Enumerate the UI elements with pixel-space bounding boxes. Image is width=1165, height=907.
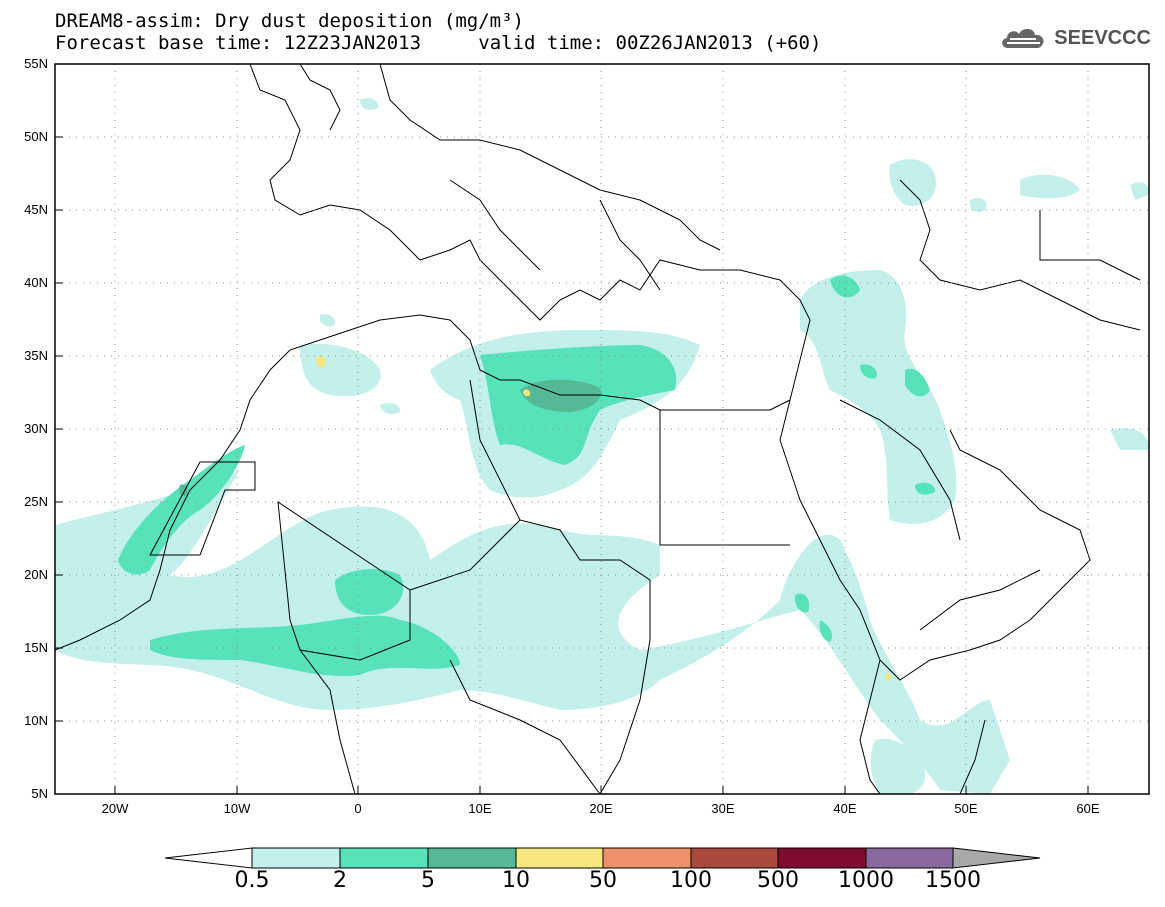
coastlines-borders — [55, 64, 1141, 794]
lon-label: 40E — [833, 801, 857, 816]
axis-ticks — [55, 136, 1089, 794]
map-title: DREAM8-assim: Dry dust deposition (mg/m³… — [55, 10, 821, 54]
colorbar-label: 0.5 — [234, 868, 270, 893]
lat-label: 10N — [24, 713, 48, 728]
lat-label: 55N — [24, 56, 48, 71]
dust-level-10 — [316, 356, 892, 681]
lat-label: 15N — [24, 640, 48, 655]
colorbar-label: 1500 — [925, 868, 981, 893]
forecast-base-time: Forecast base time: 12Z23JAN2013 — [55, 32, 422, 54]
lon-label: 50E — [954, 801, 978, 816]
colorbar-label: 500 — [757, 868, 799, 893]
lon-label: 20E — [589, 801, 613, 816]
lat-label: 20N — [24, 567, 48, 582]
title-line-1: DREAM8-assim: Dry dust deposition (mg/m³… — [55, 10, 524, 32]
logo-text: SEEVCCC — [1054, 26, 1151, 49]
lat-label: 30N — [24, 421, 48, 436]
colorbar-label: 1000 — [838, 868, 894, 893]
lon-label: 0 — [354, 801, 362, 816]
lon-label: 60E — [1076, 801, 1100, 816]
lon-label: 10W — [223, 801, 251, 816]
graticule — [55, 64, 1149, 794]
colorbar-label: 10 — [502, 868, 530, 893]
lat-label: 50N — [24, 129, 48, 144]
cloud-icon — [1002, 28, 1044, 48]
colorbar-label: 2 — [333, 868, 347, 893]
lat-label: 5N — [31, 786, 48, 801]
seevccc-logo: SEEVCCC — [998, 24, 1151, 52]
lon-label: 30E — [711, 801, 735, 816]
dust-level-0-5 — [55, 97, 1149, 794]
lat-label: 25N — [24, 494, 48, 509]
lat-label: 35N — [24, 348, 48, 363]
lon-label: 20W — [101, 801, 129, 816]
colorbar-label: 5 — [421, 868, 435, 893]
colorbar-label: 50 — [589, 868, 617, 893]
colorbar-label: 100 — [670, 868, 712, 893]
valid-time: valid time: 00Z26JAN2013 (+60) — [478, 32, 822, 54]
lat-label: 40N — [24, 275, 48, 290]
lon-label: 10E — [468, 801, 492, 816]
lat-label: 45N — [24, 202, 48, 217]
